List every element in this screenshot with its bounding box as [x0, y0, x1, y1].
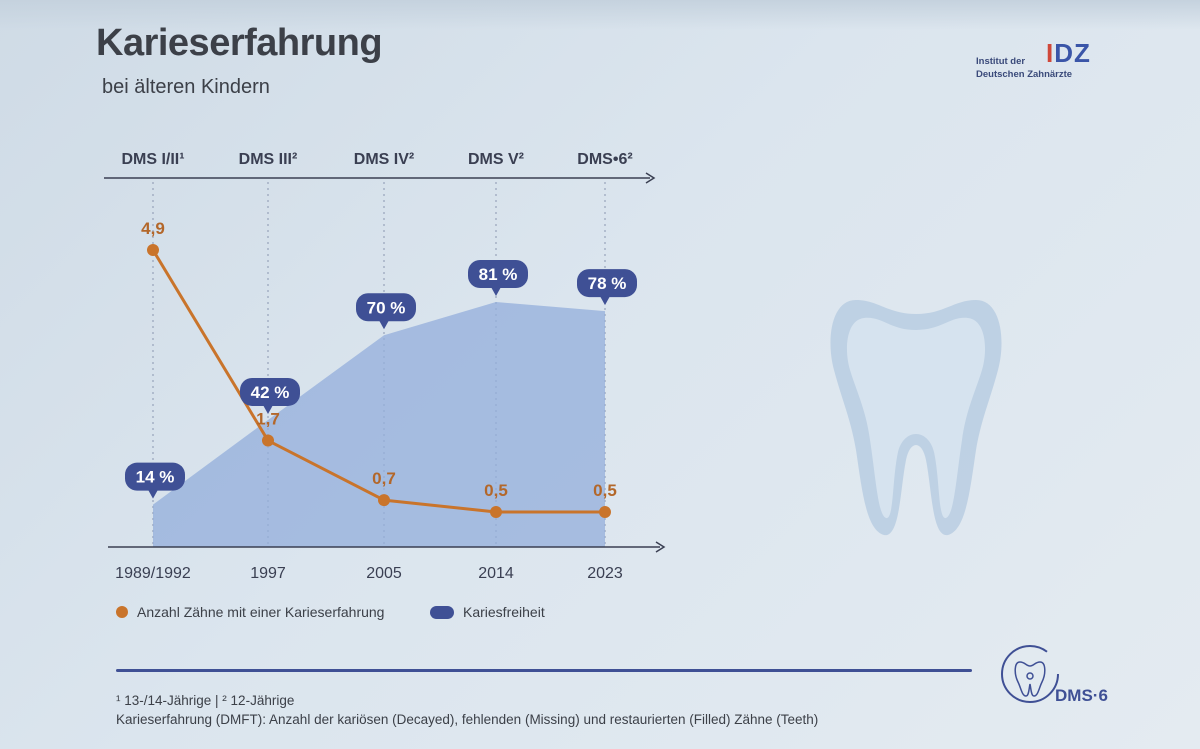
tooth-icon: [826, 290, 1006, 545]
logo-mark: IDZ: [1046, 38, 1091, 69]
legend-item-line: Anzahl Zähne mit einer Karieserfahrung: [116, 604, 384, 620]
kariesfreiheit-badge: 81 %: [468, 260, 528, 296]
study-label: DMS III²: [239, 151, 298, 168]
logo-text: Institut der Deutschen Zahnärzte: [976, 55, 1072, 81]
legend-label-area: Kariesfreiheit: [463, 604, 545, 620]
legend-dot-icon: [116, 606, 128, 618]
study-label: DMS•6²: [577, 151, 632, 168]
footnote-age: ¹ 13-/14-Jährige | ² 12-Jährige: [116, 693, 295, 708]
karieserfahrung-point: [490, 506, 502, 518]
study-label: DMS I/II¹: [121, 151, 184, 168]
karieserfahrung-point: [599, 506, 611, 518]
kariesfreiheit-value-label: 78 %: [588, 274, 627, 293]
x-tick-label: 1989/1992: [115, 565, 191, 582]
karieserfahrung-point: [262, 434, 274, 447]
bottom-axis-arrow: [655, 541, 666, 553]
legend-label-line: Anzahl Zähne mit einer Karieserfahrung: [137, 604, 385, 620]
karieserfahrung-value-label: 0,5: [593, 481, 617, 500]
legend-pill-icon: [430, 605, 454, 619]
badge-pointer: [379, 320, 389, 330]
badge-pointer: [148, 489, 158, 499]
kariesfreiheit-badge: 14 %: [125, 462, 185, 499]
karieserfahrung-value-label: 0,5: [484, 481, 508, 500]
kariesfreiheit-value-label: 42 %: [251, 383, 290, 402]
kariesfreiheit-badge: 78 %: [577, 269, 637, 306]
kariesfreiheit-area: [153, 302, 605, 547]
karieserfahrung-point: [147, 244, 159, 256]
slide-subtitle: bei älteren Kindern: [102, 76, 270, 98]
karieserfahrung-value-label: 4,9: [141, 219, 165, 238]
kariesfreiheit-area-group: [153, 302, 605, 547]
badge-bg: [125, 462, 185, 491]
study-label: DMS IV²: [354, 151, 414, 168]
idz-logo: Institut der Deutschen Zahnärzte IDZ: [976, 38, 1116, 88]
footnote-definition: Karieserfahrung (DMFT): Anzahl der kariö…: [116, 712, 819, 727]
karieserfahrung-point: [378, 494, 390, 507]
badge-bg: [356, 293, 416, 322]
dms6-label: DMS·6: [1055, 686, 1108, 705]
kariesfreiheit-value-label: 70 %: [367, 298, 406, 317]
kariesfreiheit-badge: 70 %: [356, 293, 416, 330]
logo-text-line1: Institut der: [976, 56, 1026, 67]
karieserfahrung-line-group: [147, 244, 611, 518]
study-label: DMS V²: [468, 151, 524, 168]
dms6-emblem-icon: [1001, 645, 1059, 703]
axes: [104, 172, 666, 553]
kariesfreiheit-value-label: 81 %: [479, 265, 518, 284]
footer-divider: [116, 669, 972, 672]
x-tick-label: 2005: [366, 565, 402, 582]
karieserfahrung-value-label: 1,7: [256, 410, 280, 429]
badge-pointer: [491, 287, 501, 296]
kariesfreiheit-badge: 42 %: [240, 377, 300, 414]
badge-bg: [577, 269, 637, 298]
legend-item-area: Kariesfreiheit: [430, 604, 545, 620]
logo-text-line2: Deutschen Zahnärzte: [976, 69, 1073, 80]
labels: DMS I/II¹ DMS III² DMS IV² DMS V² DMS•6² 1989…: [115, 151, 637, 582]
kariesfreiheit-value-label: 14 %: [136, 468, 175, 487]
badge-pointer: [600, 296, 610, 306]
badge-bg: [240, 377, 300, 406]
badge-bg: [468, 260, 528, 288]
top-axis-arrow: [645, 172, 656, 184]
x-tick-label: 1997: [250, 565, 286, 582]
logo-mark-bar: I: [1046, 38, 1055, 68]
study-guides: [152, 182, 606, 547]
slide-title: Karieserfahrung: [96, 22, 383, 64]
x-tick-label: 2023: [587, 565, 623, 582]
karieserfahrung-value-label: 0,7: [372, 469, 396, 488]
logo-mark-rest: DZ: [1054, 38, 1091, 68]
badge-pointer: [263, 404, 273, 414]
x-tick-label: 2014: [478, 565, 514, 582]
dms6-logo: DMS·6: [1000, 640, 1130, 720]
